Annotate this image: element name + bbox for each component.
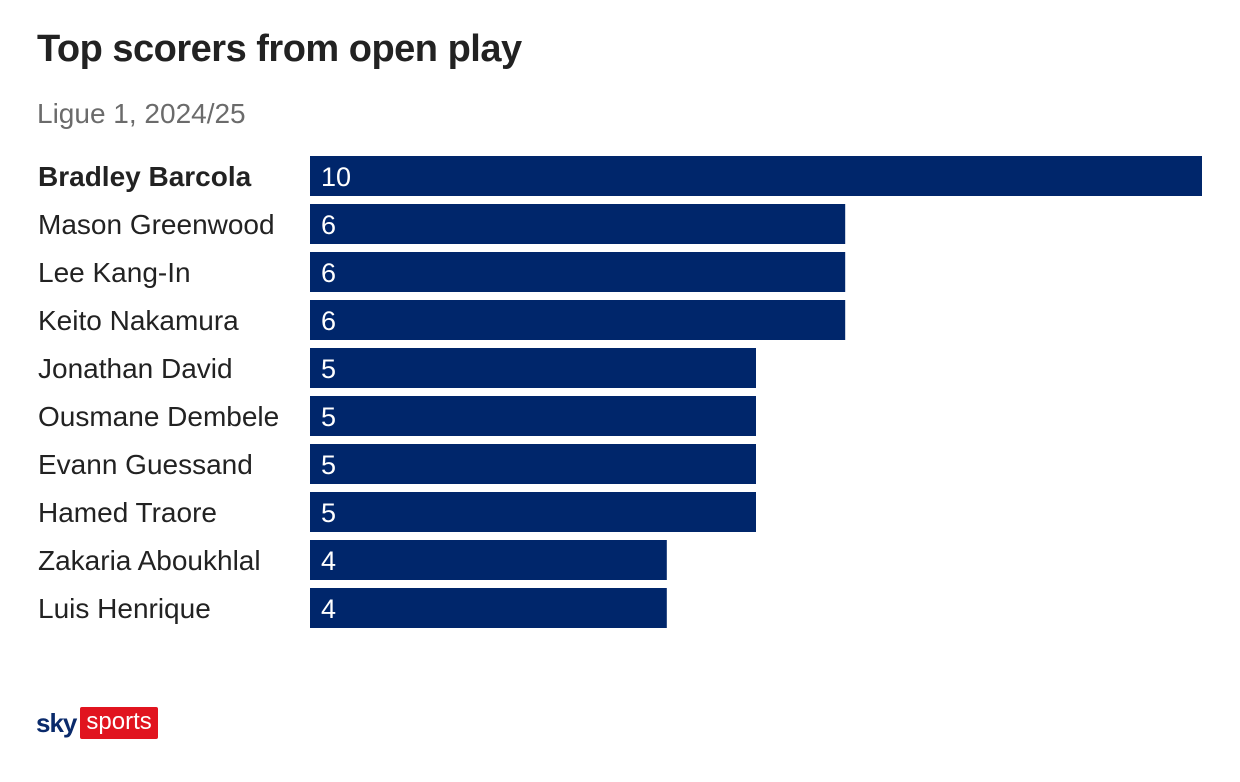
logo-sports-badge: sports <box>80 707 158 739</box>
bar <box>310 588 667 628</box>
bar <box>310 396 756 436</box>
bar-label: Jonathan David <box>38 353 233 384</box>
bar-value-label: 6 <box>321 210 336 240</box>
bar-value-label: 6 <box>321 258 336 288</box>
bar <box>310 492 756 532</box>
bar <box>310 252 846 292</box>
bar-label: Luis Henrique <box>38 593 211 624</box>
bar-value-label: 5 <box>321 354 336 384</box>
bar <box>310 444 756 484</box>
bars-group: Bradley Barcola 10 Mason Greenwood 6 Lee Kan… <box>38 156 1202 628</box>
bar-label: Zakaria Aboukhlal <box>38 545 261 576</box>
bar-label: Hamed Traore <box>38 497 217 528</box>
bar-label: Bradley Barcola <box>38 161 252 192</box>
bar-label: Keito Nakamura <box>38 305 239 336</box>
bar-value-label: 6 <box>321 306 336 336</box>
chart-title: Top scorers from open play <box>37 28 522 70</box>
bar-value-label: 4 <box>321 594 336 624</box>
bar-label: Ousmane Dembele <box>38 401 279 432</box>
bar <box>310 348 756 388</box>
bar <box>310 156 1202 196</box>
bar-value-label: 5 <box>321 402 336 432</box>
bar-value-label: 5 <box>321 498 336 528</box>
bar <box>310 540 667 580</box>
bar-label: Mason Greenwood <box>38 209 275 240</box>
chart-subtitle: Ligue 1, 2024/25 <box>37 98 246 129</box>
bar-label: Evann Guessand <box>38 449 253 480</box>
bar-value-label: 5 <box>321 450 336 480</box>
bar-value-label: 4 <box>321 546 336 576</box>
sky-sports-logo: sky sports <box>36 706 158 740</box>
bar <box>310 300 846 340</box>
bar-value-label: 10 <box>321 162 351 192</box>
bar-label: Lee Kang-In <box>38 257 191 288</box>
bar <box>310 204 846 244</box>
logo-sky-text: sky <box>36 708 77 738</box>
